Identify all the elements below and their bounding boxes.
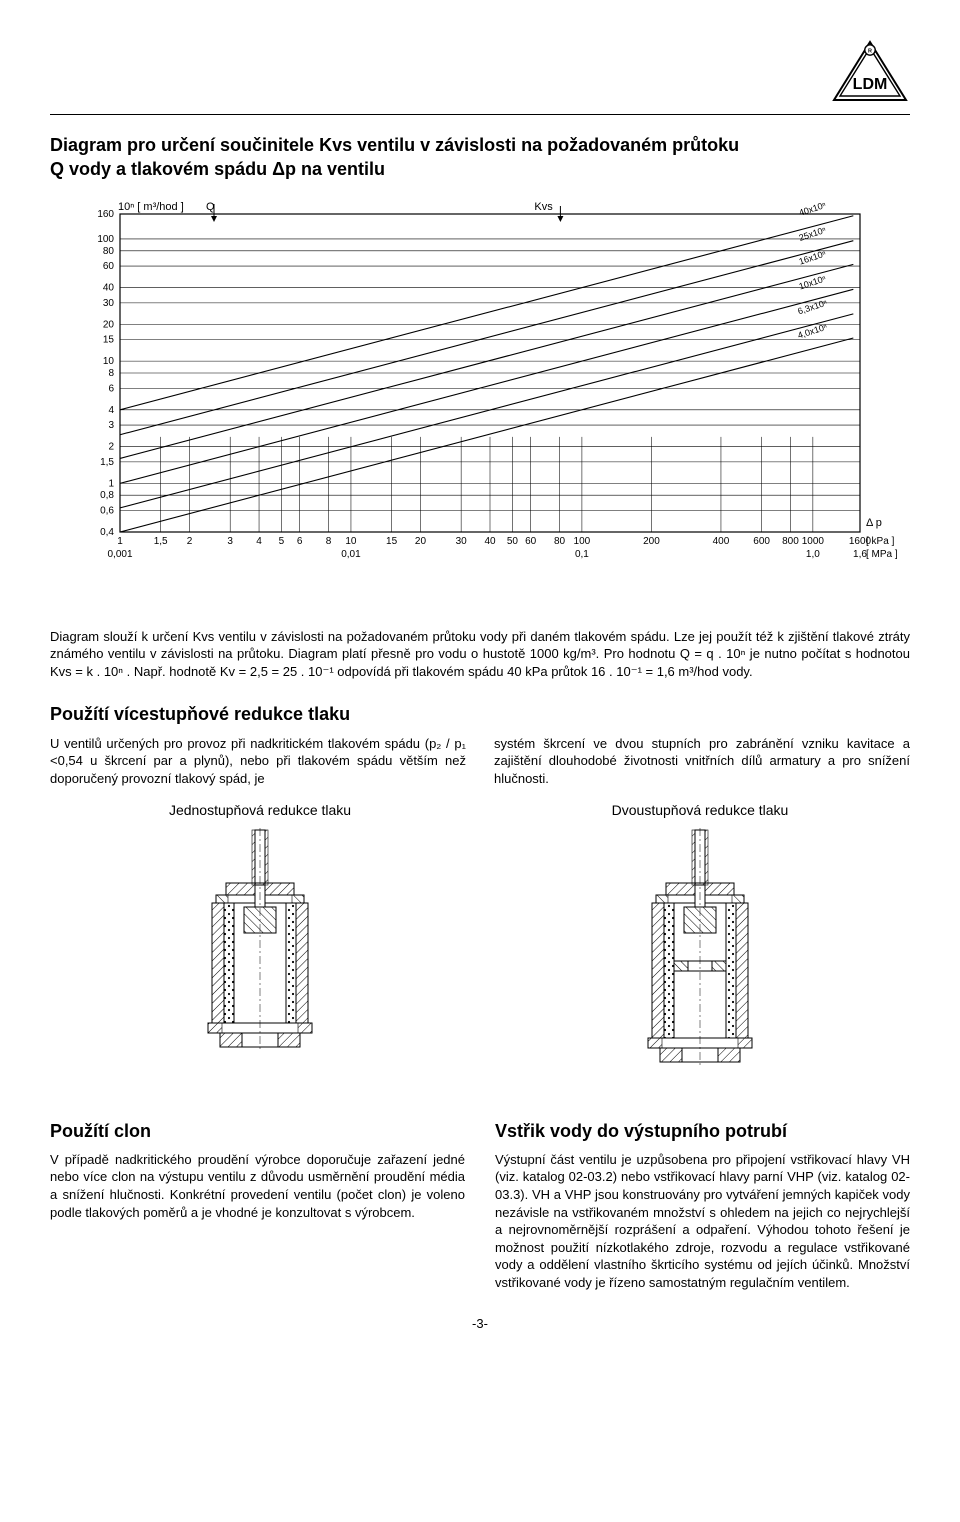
section-orifice-text: V případě nadkritického proudění výrobce… [50,1151,465,1221]
page-title: Diagram pro určení součinitele Kvs venti… [50,133,910,182]
section-multistage-title: Použítí vícestupňové redukce tlaku [50,702,910,726]
svg-text:2: 2 [187,536,193,547]
svg-text:10x10ⁿ: 10x10ⁿ [798,273,828,291]
kvs-chart: 10ⁿ [ m³/hod ]QKvs0,40,60,811,5234681015… [50,196,910,614]
svg-text:0,4: 0,4 [100,527,114,538]
svg-text:100: 100 [574,536,591,547]
two-stage-svg [615,828,785,1078]
svg-text:60: 60 [103,261,115,272]
svg-text:400: 400 [713,536,730,547]
title-line-2: Q vody a tlakovém spádu Δp na ventilu [50,159,385,179]
svg-text:200: 200 [643,536,660,547]
single-stage-svg [175,828,345,1078]
svg-text:15: 15 [103,334,115,345]
svg-text:1,5: 1,5 [100,456,114,467]
svg-text:0,1: 0,1 [575,549,589,560]
svg-text:10: 10 [345,536,357,547]
svg-text:1,0: 1,0 [806,549,820,560]
svg-text:80: 80 [103,245,115,256]
svg-text:30: 30 [103,297,115,308]
svg-text:20: 20 [103,319,115,330]
svg-text:R: R [868,49,872,55]
svg-text:30: 30 [456,536,468,547]
svg-text:Kvs: Kvs [534,201,553,213]
svg-text:50: 50 [507,536,519,547]
section-water-injection: Vstřik vody do výstupního potrubí Výstup… [495,1111,910,1292]
single-stage-illustration: Jednostupňová redukce tlaku [50,801,470,1082]
page-number: -3- [50,1315,910,1333]
svg-text:3: 3 [108,420,114,431]
section-multistage-body: U ventilů určených pro provoz při nadkri… [50,735,910,788]
svg-text:10ⁿ [ m³/hod ]: 10ⁿ [ m³/hod ] [118,201,184,213]
two-stage-illustration: Dvoustupňová redukce tlaku [490,801,910,1082]
svg-text:15: 15 [386,536,398,547]
multistage-col-right: systém škrcení ve dvou stupních pro zabr… [494,735,910,788]
multistage-col-left: U ventilů určených pro provoz při nadkri… [50,735,466,788]
svg-text:8: 8 [108,368,114,379]
svg-text:25x10ⁿ: 25x10ⁿ [798,224,828,242]
svg-text:40x10ⁿ: 40x10ⁿ [798,199,828,217]
svg-text:Δ p: Δ p [866,517,882,529]
svg-text:600: 600 [753,536,770,547]
two-stage-caption: Dvoustupňová redukce tlaku [490,801,910,820]
svg-text:1: 1 [117,536,123,547]
svg-text:100: 100 [97,234,114,245]
svg-text:40: 40 [103,282,115,293]
svg-text:4: 4 [256,536,262,547]
svg-text:4: 4 [108,404,114,415]
section-injection-text: Výstupní část ventilu je uzpůsobena pro … [495,1151,910,1291]
svg-text:800: 800 [782,536,799,547]
section-injection-title: Vstřik vody do výstupního potrubí [495,1119,910,1143]
svg-text:20: 20 [415,536,427,547]
single-stage-caption: Jednostupňová redukce tlaku [50,801,470,820]
svg-text:60: 60 [525,536,537,547]
kvs-chart-svg: 10ⁿ [ m³/hod ]QKvs0,40,60,811,5234681015… [50,196,910,614]
section-orifice-title: Použítí clon [50,1119,465,1143]
svg-text:1: 1 [108,478,114,489]
svg-text:8: 8 [326,536,332,547]
svg-text:0,6: 0,6 [100,505,114,516]
svg-text:0,01: 0,01 [341,549,361,560]
svg-text:5: 5 [279,536,285,547]
svg-text:[ MPa ]: [ MPa ] [866,549,898,560]
chart-explanation: Diagram slouží k určení Kvs ventilu v zá… [50,628,910,681]
svg-text:1,5: 1,5 [154,536,168,547]
svg-text:2: 2 [108,441,114,452]
header: R LDM [50,40,910,115]
svg-text:40: 40 [484,536,496,547]
svg-text:0,8: 0,8 [100,490,114,501]
ldm-logo: R LDM [830,40,910,110]
svg-text:80: 80 [554,536,566,547]
svg-text:6: 6 [297,536,303,547]
title-line-1: Diagram pro určení součinitele Kvs venti… [50,135,739,155]
svg-text:1000: 1000 [802,536,825,547]
svg-text:3: 3 [227,536,233,547]
svg-text:0,001: 0,001 [107,549,132,560]
svg-text:LDM: LDM [853,76,888,93]
svg-text:10: 10 [103,356,115,367]
svg-text:160: 160 [97,209,114,220]
svg-text:6: 6 [108,383,114,394]
svg-text:[ kPa ]: [ kPa ] [866,536,895,547]
section-orifice: Použítí clon V případě nadkritického pro… [50,1111,465,1292]
